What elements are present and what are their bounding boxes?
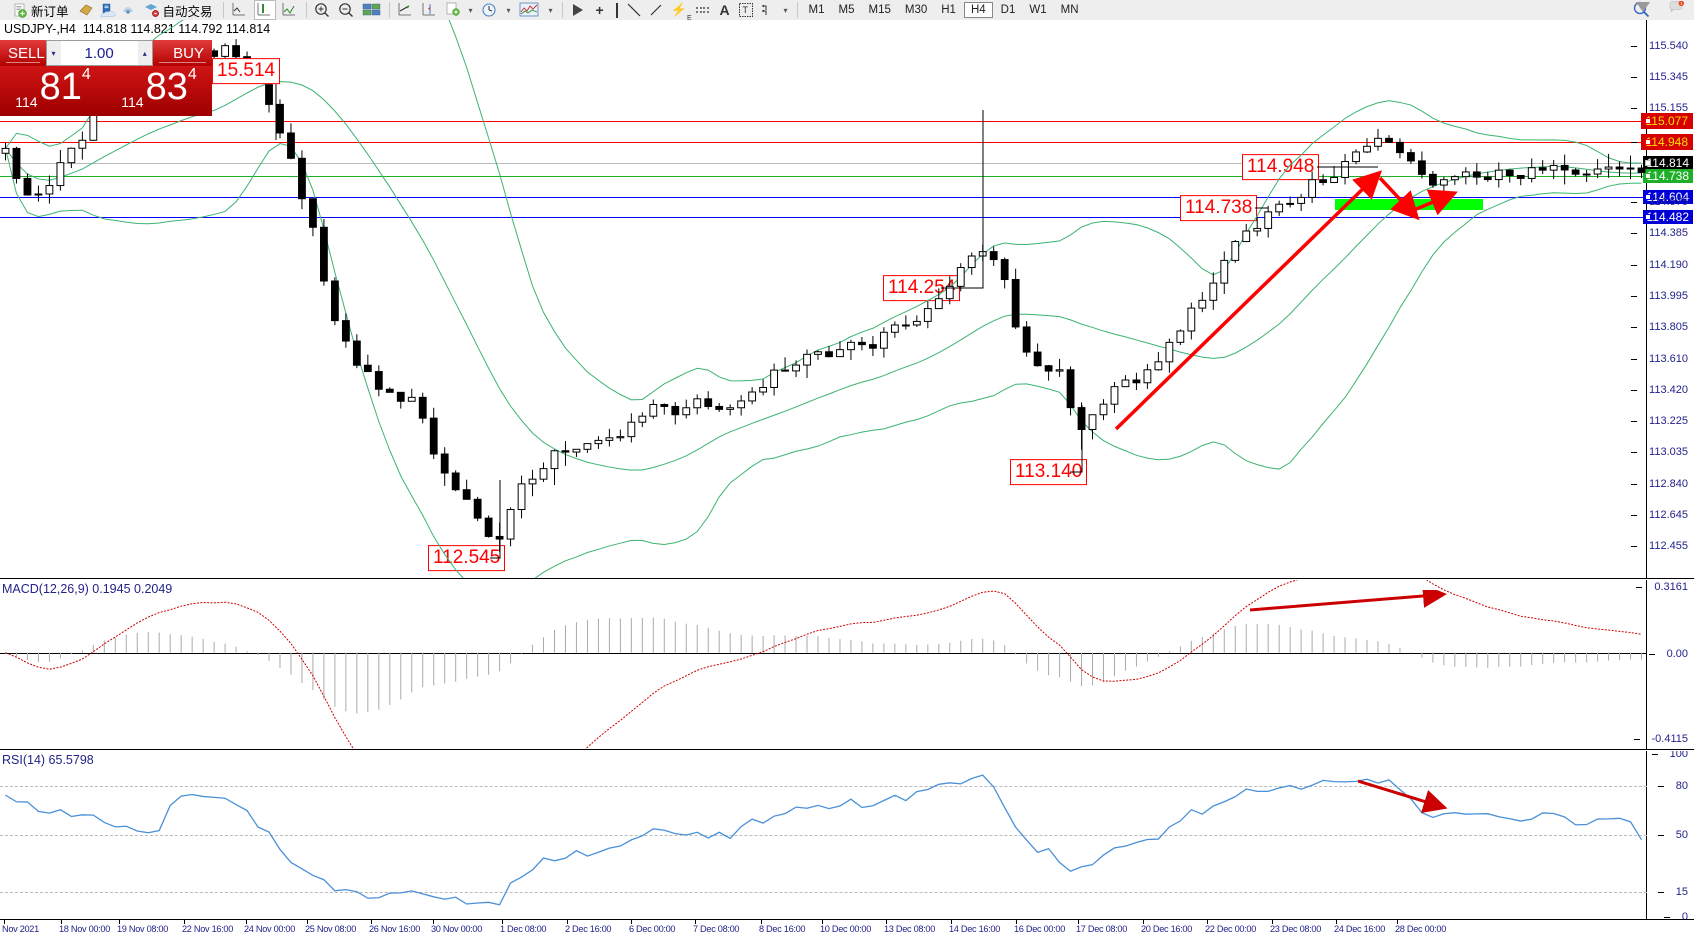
svg-text:1: 1 [1680,2,1682,6]
svg-text:T: T [742,5,748,15]
